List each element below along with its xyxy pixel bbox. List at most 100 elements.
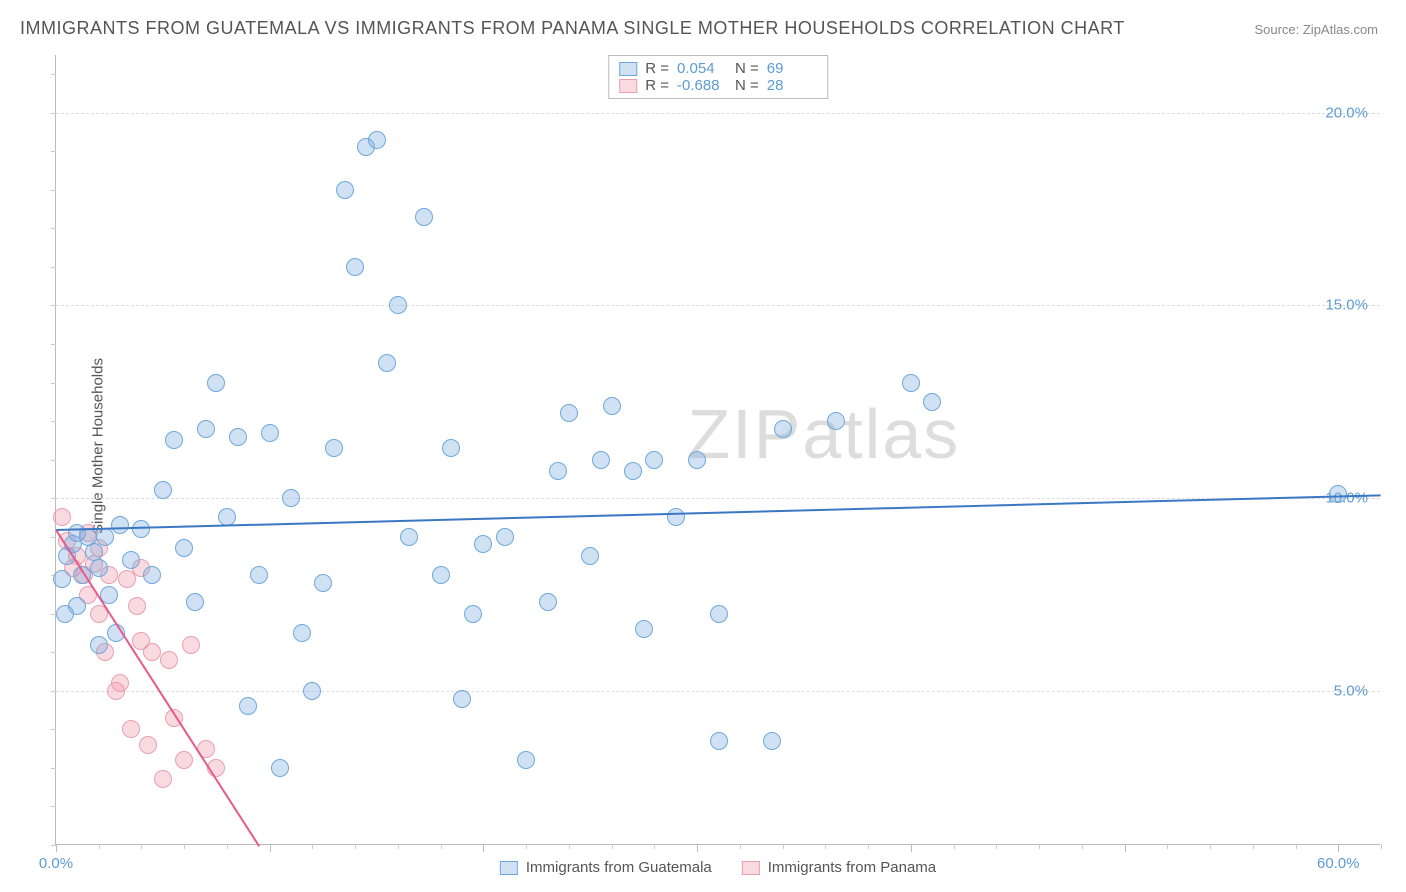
data-point-guatemala <box>90 636 108 654</box>
data-point-guatemala <box>261 424 279 442</box>
data-point-guatemala <box>346 258 364 276</box>
stat-r-value: 0.054 <box>677 60 727 77</box>
y-tick-mark <box>51 691 56 692</box>
data-point-guatemala <box>132 520 150 538</box>
data-point-guatemala <box>293 624 311 642</box>
data-point-panama <box>160 651 178 669</box>
gridline-h <box>56 305 1380 306</box>
x-tick-major <box>911 844 912 852</box>
y-tick-mark <box>51 498 56 499</box>
x-tick-minor <box>740 844 741 849</box>
x-tick-minor <box>1039 844 1040 849</box>
stat-n-label: N = <box>735 77 759 94</box>
y-tick-mark <box>51 305 56 306</box>
data-point-guatemala <box>432 566 450 584</box>
data-point-guatemala <box>143 566 161 584</box>
x-tick-major <box>483 844 484 852</box>
x-tick-major <box>1125 844 1126 852</box>
data-point-guatemala <box>282 489 300 507</box>
data-point-guatemala <box>560 404 578 422</box>
data-point-panama <box>139 736 157 754</box>
data-point-guatemala <box>774 420 792 438</box>
x-tick-minor <box>441 844 442 849</box>
data-point-guatemala <box>710 732 728 750</box>
scatter-plot: ZIPatlas R =0.054N =69R =-0.688N =28 Imm… <box>55 55 1380 845</box>
x-tick-major <box>270 844 271 852</box>
x-tick-minor <box>612 844 613 849</box>
x-tick-minor <box>954 844 955 849</box>
stat-r-label: R = <box>645 77 669 94</box>
data-point-guatemala <box>581 547 599 565</box>
x-tick-minor <box>526 844 527 849</box>
source-attribution: Source: ZipAtlas.com <box>1254 22 1378 37</box>
stat-r-value: -0.688 <box>677 77 727 94</box>
data-point-guatemala <box>96 528 114 546</box>
x-tick-minor <box>1253 844 1254 849</box>
data-point-guatemala <box>207 374 225 392</box>
data-point-panama <box>122 720 140 738</box>
trend-line-guatemala <box>56 494 1381 531</box>
data-point-panama <box>143 643 161 661</box>
stats-swatch <box>619 62 637 76</box>
y-tick-mark <box>51 190 56 191</box>
stats-row: R = -0.688 N = 28 <box>619 77 817 94</box>
data-point-guatemala <box>186 593 204 611</box>
data-point-guatemala <box>688 451 706 469</box>
y-tick-mark <box>51 652 56 653</box>
stat-n-value: 69 <box>767 60 817 77</box>
x-tick-minor <box>312 844 313 849</box>
x-tick-minor <box>996 844 997 849</box>
data-point-guatemala <box>902 374 920 392</box>
data-point-guatemala <box>827 412 845 430</box>
legend-swatch <box>500 861 518 875</box>
x-tick-minor <box>654 844 655 849</box>
data-point-guatemala <box>923 393 941 411</box>
x-tick-minor <box>184 844 185 849</box>
x-tick-label: 60.0% <box>1317 855 1360 872</box>
x-tick-minor <box>1210 844 1211 849</box>
data-point-guatemala <box>624 462 642 480</box>
y-tick-mark <box>51 383 56 384</box>
data-point-guatemala <box>592 451 610 469</box>
data-point-guatemala <box>453 690 471 708</box>
stat-n-label: N = <box>735 60 759 77</box>
x-tick-minor <box>569 844 570 849</box>
x-tick-major <box>56 844 57 852</box>
data-point-guatemala <box>197 420 215 438</box>
x-tick-minor <box>1381 844 1382 849</box>
y-tick-mark <box>51 113 56 114</box>
x-tick-minor <box>825 844 826 849</box>
data-point-guatemala <box>90 559 108 577</box>
x-tick-major <box>697 844 698 852</box>
y-tick-mark <box>51 460 56 461</box>
y-tick-label: 5.0% <box>1334 682 1368 699</box>
data-point-guatemala <box>368 131 386 149</box>
gridline-h <box>56 691 1380 692</box>
legend-item: Immigrants from Panama <box>742 859 936 876</box>
x-tick-minor <box>1296 844 1297 849</box>
data-point-guatemala <box>122 551 140 569</box>
y-tick-mark <box>51 806 56 807</box>
stat-r-label: R = <box>645 60 669 77</box>
data-point-guatemala <box>56 605 74 623</box>
data-point-guatemala <box>496 528 514 546</box>
y-tick-mark <box>51 421 56 422</box>
chart-title: IMMIGRANTS FROM GUATEMALA VS IMMIGRANTS … <box>20 18 1125 39</box>
x-tick-minor <box>355 844 356 849</box>
data-point-guatemala <box>635 620 653 638</box>
data-point-panama <box>182 636 200 654</box>
data-point-guatemala <box>336 181 354 199</box>
y-tick-mark <box>51 537 56 538</box>
data-point-guatemala <box>517 751 535 769</box>
data-point-panama <box>53 508 71 526</box>
legend-swatch <box>742 861 760 875</box>
data-point-panama <box>154 770 172 788</box>
stat-n-value: 28 <box>767 77 817 94</box>
data-point-guatemala <box>539 593 557 611</box>
data-point-guatemala <box>250 566 268 584</box>
data-point-panama <box>128 597 146 615</box>
stats-row: R = 0.054 N = 69 <box>619 60 817 77</box>
data-point-guatemala <box>645 451 663 469</box>
data-point-panama <box>111 674 129 692</box>
data-point-guatemala <box>710 605 728 623</box>
